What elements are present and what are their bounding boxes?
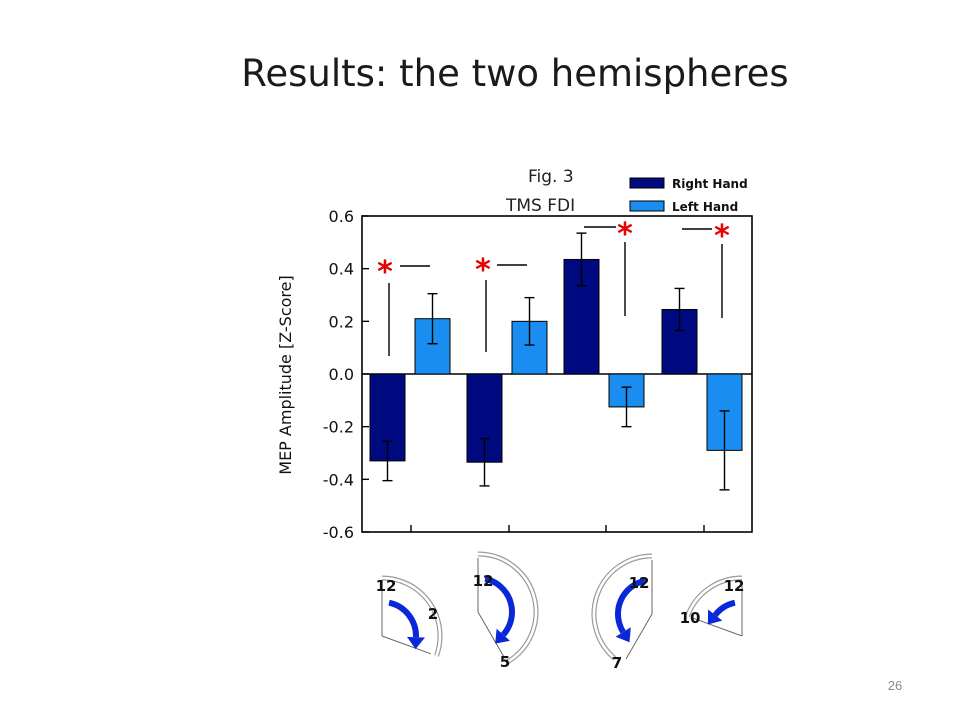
- slide-title: Results: the two hemispheres: [241, 52, 789, 95]
- clock-3: 12 7: [591, 553, 653, 672]
- y-axis: 0.6 0.4 0.2 0.0 -0.2 -0.4 -0.6: [323, 207, 369, 542]
- y-tick-label: -0.2: [323, 418, 354, 437]
- chart-subtitle: TMS FDI: [505, 196, 575, 216]
- clock-dial-arc-inner: [381, 576, 442, 657]
- clock-start-label: 12: [724, 577, 745, 595]
- y-axis-label: MEP Amplitude [Z-Score]: [276, 275, 295, 474]
- rotation-arrow-icon: [388, 599, 419, 638]
- clock-hand-end: [477, 611, 505, 658]
- chart-title: Fig. 3: [528, 167, 574, 187]
- y-tick-label: 0.4: [329, 260, 354, 279]
- clock-dial-arc-inner: [686, 576, 743, 617]
- legend-label-left-hand: Left Hand: [672, 200, 738, 214]
- clock-2: 12 5: [473, 551, 539, 671]
- clock-dial-arc-inner: [477, 552, 538, 664]
- significance-asterisk: *: [617, 217, 633, 252]
- clock-hand-end: [625, 613, 653, 660]
- clock-start-label: 12: [376, 577, 397, 595]
- clock-end-label: 10: [680, 609, 701, 627]
- significance-asterisk: *: [714, 219, 730, 254]
- rotation-arrowhead-icon: [406, 636, 425, 650]
- clock-end-label: 5: [500, 653, 510, 671]
- rotation-arrow-icon: [712, 599, 736, 618]
- legend-swatch-right-hand: [629, 177, 665, 189]
- clock-start-label: 12: [629, 574, 650, 592]
- rotation-arrow-icon: [484, 575, 515, 637]
- y-tick-label: -0.4: [323, 470, 354, 489]
- rotation-arrowhead-icon: [615, 627, 631, 643]
- clock-end-label: 7: [612, 654, 622, 672]
- rotation-arrowhead-icon: [495, 628, 510, 644]
- clock-end-label: 2: [428, 605, 438, 623]
- clock-dial-arc-inner: [592, 554, 653, 660]
- legend: Right Hand Left Hand: [629, 177, 748, 214]
- x-axis-ticks: [410, 525, 705, 532]
- page-number: 26: [887, 678, 903, 693]
- bars: [369, 232, 743, 491]
- rotation-arrowhead-icon: [707, 609, 723, 625]
- clock-hand-end: [381, 635, 432, 655]
- y-tick-label: 0.2: [329, 312, 354, 331]
- y-tick-label: 0.6: [329, 207, 354, 226]
- clock-1: 12 2: [376, 575, 443, 657]
- significance-markers: * * * *: [377, 217, 730, 356]
- clock-start-label: 12: [473, 572, 494, 590]
- legend-swatch-left-hand: [629, 200, 665, 212]
- clock-4: 12 10: [680, 575, 745, 637]
- clock-dial-arc: [477, 551, 539, 665]
- legend-label-right-hand: Right Hand: [672, 177, 748, 191]
- y-tick-label: -0.6: [323, 523, 354, 542]
- significance-asterisk: *: [475, 253, 491, 288]
- clock-hand-end: [692, 617, 743, 637]
- rotation-arrow-icon: [615, 577, 646, 634]
- clock-diagrams: 12 2 12 5 12 7 12 10: [376, 551, 745, 672]
- significance-asterisk: *: [377, 255, 393, 290]
- y-tick-label: 0.0: [329, 365, 354, 384]
